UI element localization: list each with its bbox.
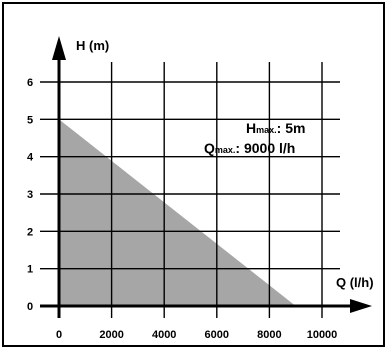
x-axis-arrow xyxy=(350,299,372,313)
qmax-label: Q xyxy=(204,140,215,156)
x-tick-label: 0 xyxy=(56,329,62,341)
qmax-value: : 9000 l/h xyxy=(235,140,295,156)
y-tick-label: 0 xyxy=(27,301,33,313)
chart-frame xyxy=(2,2,385,347)
tick-layer: 0 1 2 3 4 5 6 0 2000 4000 6000 8000 10000 xyxy=(27,77,337,341)
x-tick-label: 2000 xyxy=(99,329,123,341)
qmax-sub: max. xyxy=(215,145,236,155)
x-tick-label: 8000 xyxy=(257,329,281,341)
x-tick-label: 4000 xyxy=(152,329,176,341)
area-series-0 xyxy=(59,119,296,306)
hmax-label: H xyxy=(246,120,256,136)
y-axis-arrow xyxy=(52,36,66,60)
hmax-value: : 5m xyxy=(277,120,306,136)
area-layer xyxy=(59,119,296,306)
y-tick-label: 2 xyxy=(27,226,33,238)
hmax-annotation: Hmax.: 5m xyxy=(246,120,305,136)
grid-layer xyxy=(40,62,340,318)
y-tick-label: 3 xyxy=(27,189,33,201)
axis-layer xyxy=(40,36,372,318)
x-tick-label: 10000 xyxy=(307,329,338,341)
y-tick-label: 6 xyxy=(27,77,33,89)
x-axis-label: Q (l/h) xyxy=(336,275,374,290)
y-tick-label: 4 xyxy=(27,152,34,164)
y-tick-label: 1 xyxy=(27,264,33,276)
y-tick-label: 5 xyxy=(27,114,33,126)
x-tick-label: 6000 xyxy=(205,329,229,341)
qmax-annotation: Qmax.: 9000 l/h xyxy=(204,140,295,156)
y-axis-label: H (m) xyxy=(76,38,109,53)
hmax-sub: max. xyxy=(256,125,277,135)
